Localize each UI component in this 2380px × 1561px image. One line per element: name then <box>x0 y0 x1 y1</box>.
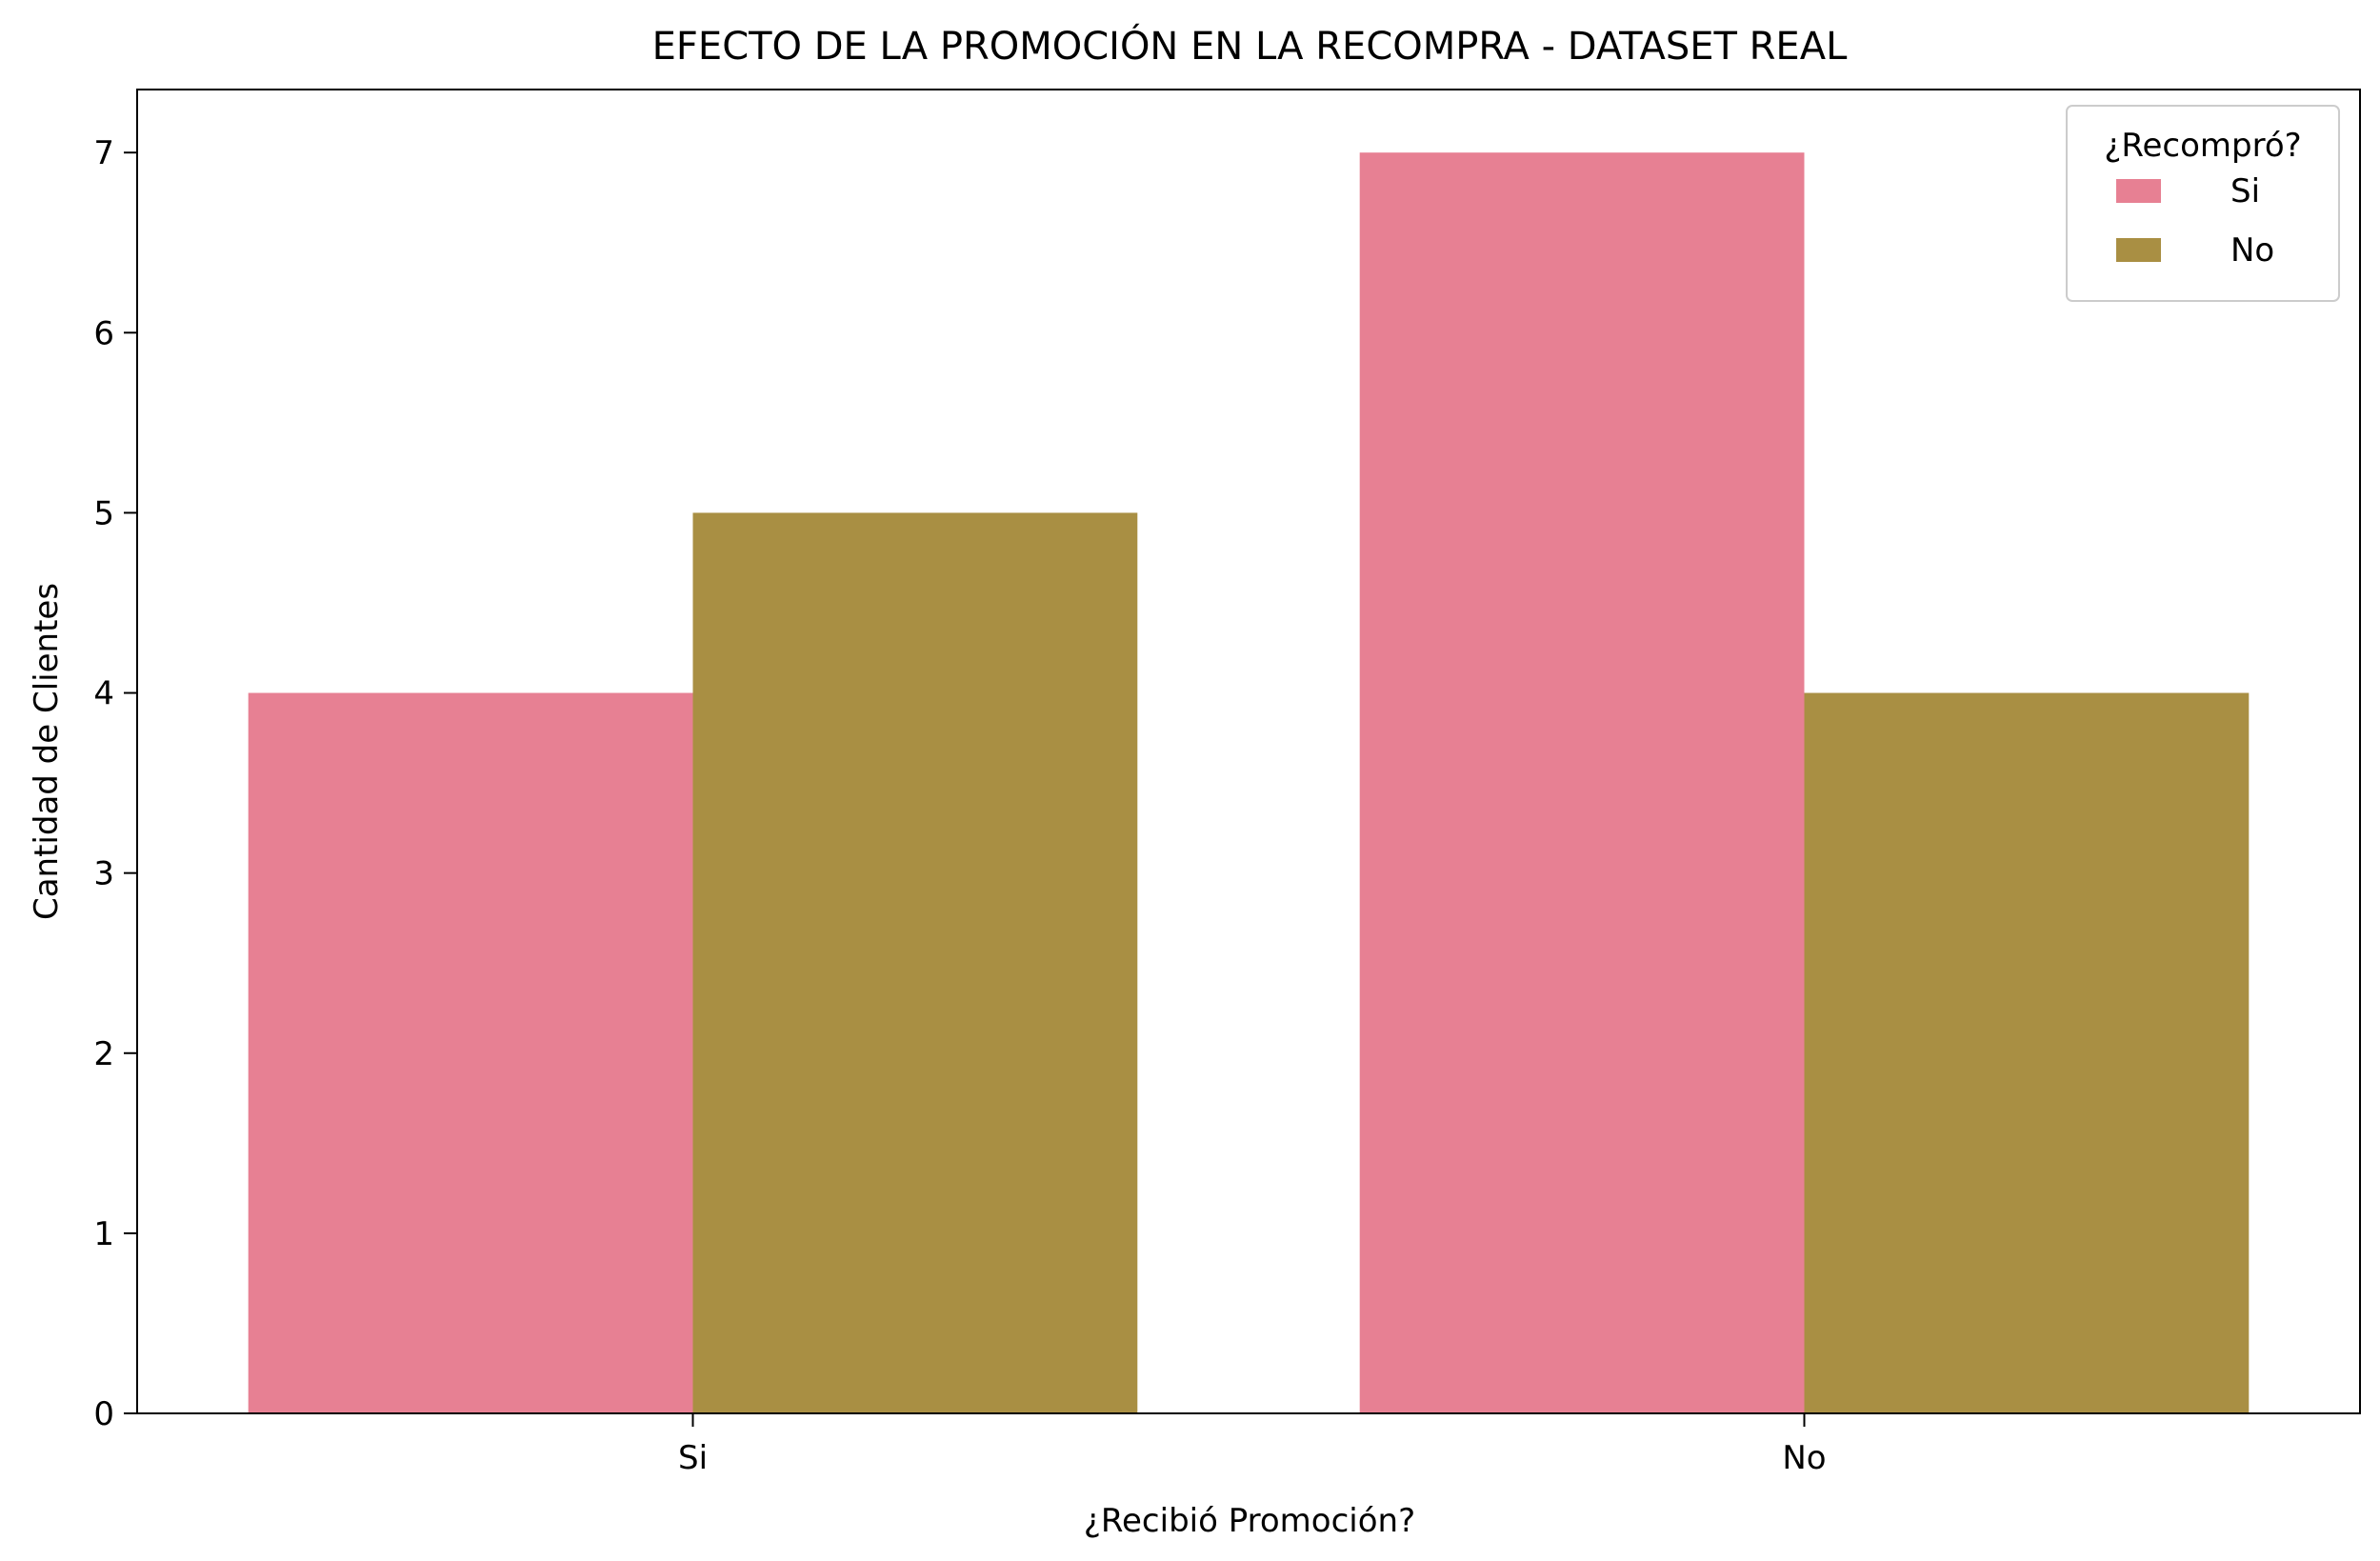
y-tick-label: 5 <box>93 494 114 532</box>
legend-title: ¿Recompró? <box>2104 127 2301 165</box>
y-tick-label: 2 <box>93 1035 114 1073</box>
y-tick-label: 1 <box>93 1215 114 1253</box>
legend-swatch <box>2116 238 2161 262</box>
bar-si-si <box>248 692 693 1413</box>
x-tick-label: Si <box>678 1439 708 1477</box>
chart-title: EFECTO DE LA PROMOCIÓN EN LA RECOMPRA - … <box>652 23 1848 69</box>
bar-si-no <box>1359 152 1805 1414</box>
legend-swatch <box>2116 179 2161 203</box>
plot-frame <box>136 89 2361 1414</box>
bar-no-no <box>1804 692 2250 1413</box>
legend-entry-label: Si <box>2230 172 2260 210</box>
x-tick-label: No <box>1782 1439 1826 1477</box>
legend: ¿Recompró? Si No <box>2066 105 2340 302</box>
y-tick-label: 3 <box>93 855 114 893</box>
legend-entry-label: No <box>2230 231 2274 270</box>
x-axis-label: ¿Recibió Promoción? <box>1084 1502 1415 1540</box>
bars-layer <box>248 152 2250 1414</box>
y-tick-label: 7 <box>93 134 114 172</box>
legend-items: Si No <box>2116 172 2274 270</box>
x-axis: Si No <box>678 1413 1827 1477</box>
y-tick-label: 4 <box>93 675 114 713</box>
y-axis: 0 1 2 3 4 5 6 7 <box>93 134 137 1433</box>
y-tick-label: 6 <box>93 314 114 352</box>
bar-no-si <box>692 512 1138 1413</box>
y-axis-label: Cantidad de Clientes <box>28 583 66 920</box>
y-tick-label: 0 <box>93 1395 114 1433</box>
